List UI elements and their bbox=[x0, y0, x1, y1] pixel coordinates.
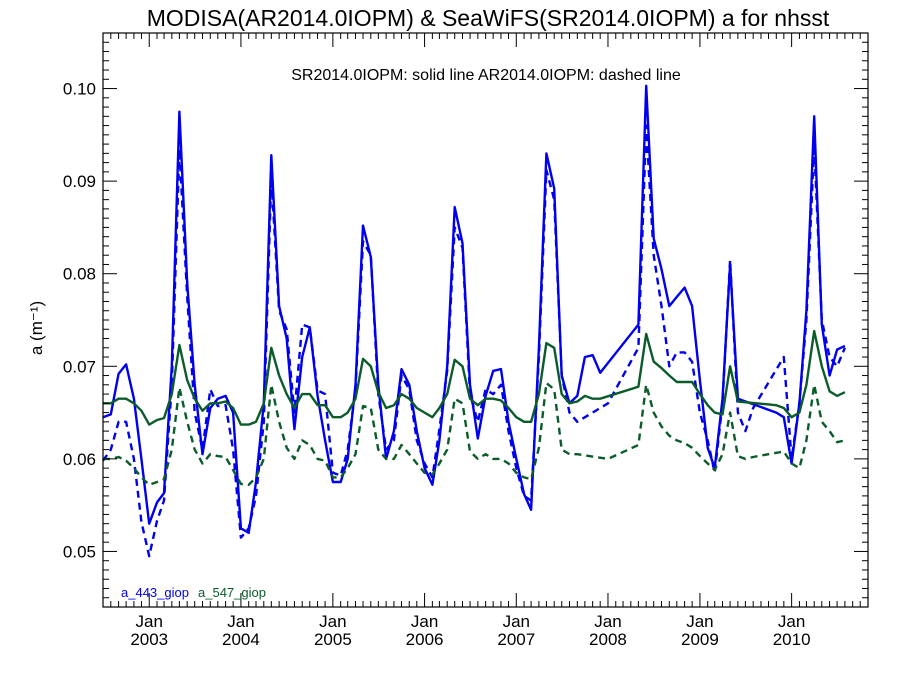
series-line-a-547-giop-dashed bbox=[103, 381, 846, 486]
x-tick-label-month: Jan bbox=[778, 612, 805, 631]
x-tick-label-month: Jan bbox=[503, 612, 530, 631]
x-tick-label-year: 2010 bbox=[773, 630, 811, 649]
series-line-a-443-giop-dashed bbox=[102, 124, 847, 558]
y-tick-label: 0.10 bbox=[63, 80, 96, 99]
axes-layer: Jan2003Jan2004Jan2005Jan2006Jan2007Jan20… bbox=[63, 32, 869, 649]
x-tick-label-year: 2003 bbox=[130, 630, 168, 649]
x-tick-label-year: 2008 bbox=[589, 630, 627, 649]
chart-title: MODISA(AR2014.0IOPM) & SeaWiFS(SR2014.0I… bbox=[147, 5, 830, 31]
y-tick-label: 0.08 bbox=[63, 265, 96, 284]
line-style-annotation: SR2014.0IOPM: solid line AR2014.0IOPM: d… bbox=[291, 67, 681, 84]
y-tick-label: 0.07 bbox=[63, 357, 96, 376]
x-tick-label-month: Jan bbox=[136, 612, 163, 631]
x-tick-label-year: 2009 bbox=[681, 630, 719, 649]
legend-entry-a547: a_547_giop bbox=[198, 585, 266, 600]
x-tick-label-year: 2004 bbox=[222, 630, 260, 649]
series-line-a-443-giop-solid bbox=[102, 84, 846, 535]
x-tick-label-month: Jan bbox=[686, 612, 713, 631]
x-tick-label-month: Jan bbox=[594, 612, 621, 631]
y-tick-label: 0.09 bbox=[63, 172, 96, 191]
y-tick-label: 0.06 bbox=[63, 450, 96, 469]
y-axis-label: a (m⁻¹) bbox=[27, 301, 46, 355]
series-line-a-547-giop-solid bbox=[103, 329, 846, 426]
x-tick-label-month: Jan bbox=[319, 612, 346, 631]
x-tick-label-month: Jan bbox=[411, 612, 438, 631]
plot-frame bbox=[102, 32, 869, 608]
x-tick-label-year: 2007 bbox=[497, 630, 535, 649]
x-tick-label-year: 2005 bbox=[314, 630, 352, 649]
x-tick-label-year: 2006 bbox=[406, 630, 444, 649]
series-layer bbox=[102, 84, 847, 558]
x-tick-label-month: Jan bbox=[227, 612, 254, 631]
y-tick-label: 0.05 bbox=[63, 542, 96, 561]
legend-entry-a443: a_443_giop bbox=[121, 585, 189, 600]
